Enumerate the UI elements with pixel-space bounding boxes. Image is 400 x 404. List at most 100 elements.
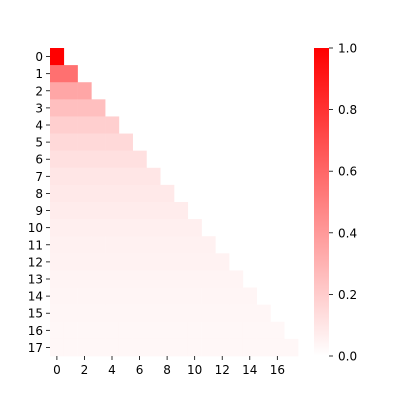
heatmap-cell — [242, 304, 257, 323]
heatmap-cell — [242, 287, 257, 305]
heatmap-cell — [105, 236, 120, 254]
heatmap-cell — [160, 304, 175, 323]
heatmap-cell — [50, 321, 65, 340]
heatmap-cell — [91, 167, 106, 186]
heatmap-cell — [77, 99, 92, 117]
heatmap-cell — [132, 150, 147, 169]
heatmap-cell — [50, 184, 65, 203]
heatmap-cell — [160, 184, 175, 203]
heatmap-cell — [105, 287, 120, 305]
heatmap-cell — [242, 321, 257, 340]
x-axis: 0 2 4 6 8 10 12 14 16 — [53, 356, 285, 377]
x-tick-label: 12 — [215, 363, 230, 377]
y-tick-label: 3 — [35, 101, 43, 115]
heatmap-cell — [229, 304, 244, 323]
heatmap-cell — [118, 304, 133, 323]
heatmap-cell — [63, 82, 78, 100]
heatmap-cell — [63, 321, 78, 340]
heatmap-cell — [63, 184, 78, 203]
heatmap-cell — [91, 287, 106, 305]
y-tick-label: 4 — [35, 119, 43, 133]
colorbar-tick-label: 0.2 — [338, 288, 357, 302]
heatmap-cell — [91, 304, 106, 323]
heatmap-cell — [63, 338, 78, 357]
heatmap-cell — [132, 270, 147, 288]
colorbar-gradient — [314, 48, 329, 356]
y-tick-label: 12 — [28, 255, 43, 269]
heatmap-cell — [50, 202, 65, 220]
heatmap-cell — [77, 287, 92, 305]
heatmap-cell — [77, 167, 92, 186]
heatmap-cell — [201, 338, 216, 357]
heatmap-cell — [77, 150, 92, 169]
heatmap-cell — [256, 338, 271, 357]
heatmap-cell — [91, 202, 106, 220]
heatmap-cell — [105, 304, 120, 323]
heatmap-cell — [118, 270, 133, 288]
heatmap-cell — [105, 150, 120, 169]
heatmap-cell — [105, 321, 120, 340]
heatmap-cell — [50, 99, 65, 117]
heatmap-cell — [77, 82, 92, 100]
heatmap-cell — [63, 65, 78, 83]
heatmap-cell — [174, 338, 189, 357]
heatmap-cell — [215, 304, 230, 323]
heatmap-cell — [160, 236, 175, 254]
heatmap-cell — [63, 270, 78, 288]
heatmap-cell — [50, 338, 65, 357]
heatmap-cell — [146, 219, 161, 237]
heatmap-cell — [132, 287, 147, 305]
heatmap-cell — [187, 219, 202, 237]
heatmap-cell — [187, 236, 202, 254]
heatmap-cell — [50, 167, 65, 186]
y-tick-label: 6 — [35, 153, 43, 167]
heatmap-cell — [187, 304, 202, 323]
x-tick-label: 6 — [136, 363, 144, 377]
y-tick-label: 2 — [35, 84, 43, 98]
heatmap-cell — [187, 270, 202, 288]
heatmap-cell — [50, 65, 65, 83]
y-tick-label: 8 — [35, 187, 43, 201]
x-tick-label: 2 — [81, 363, 89, 377]
heatmap-cell — [146, 184, 161, 203]
heatmap-cell — [160, 202, 175, 220]
heatmap-cell — [146, 338, 161, 357]
heatmap-cell — [105, 116, 120, 134]
heatmap-cell — [174, 219, 189, 237]
heatmap-cell — [105, 253, 120, 271]
heatmap-cell — [63, 202, 78, 220]
heatmap-cell — [256, 304, 271, 323]
heatmap-cell — [77, 133, 92, 151]
heatmap-cell — [187, 321, 202, 340]
heatmap-cell — [215, 287, 230, 305]
heatmap-cell — [91, 184, 106, 203]
heatmap-cell — [91, 253, 106, 271]
heatmap-cell — [105, 167, 120, 186]
heatmap-cell — [160, 253, 175, 271]
heatmap-cell — [105, 133, 120, 151]
heatmap-cell — [146, 270, 161, 288]
heatmap-cell — [63, 236, 78, 254]
heatmap-cell — [146, 167, 161, 186]
heatmap-cell — [91, 219, 106, 237]
x-tick-label: 10 — [187, 363, 202, 377]
colorbar-tick-label: 0.4 — [338, 226, 357, 240]
heatmap-cell — [77, 116, 92, 134]
colorbar: 0.0 0.2 0.4 0.6 0.8 1.0 — [314, 42, 357, 364]
heatmap-cell — [174, 202, 189, 220]
heatmap-cell — [50, 219, 65, 237]
heatmap-cell — [118, 338, 133, 357]
heatmap-cell — [50, 150, 65, 169]
x-tick-label: 0 — [53, 363, 61, 377]
heatmap-cell — [50, 116, 65, 134]
heatmap-cell — [215, 321, 230, 340]
heatmap-cell — [242, 338, 257, 357]
heatmap-cell — [146, 321, 161, 340]
heatmap-cell — [105, 338, 120, 357]
heatmap-cell — [91, 99, 106, 117]
heatmap-cell — [105, 202, 120, 220]
heatmap-cell — [174, 304, 189, 323]
